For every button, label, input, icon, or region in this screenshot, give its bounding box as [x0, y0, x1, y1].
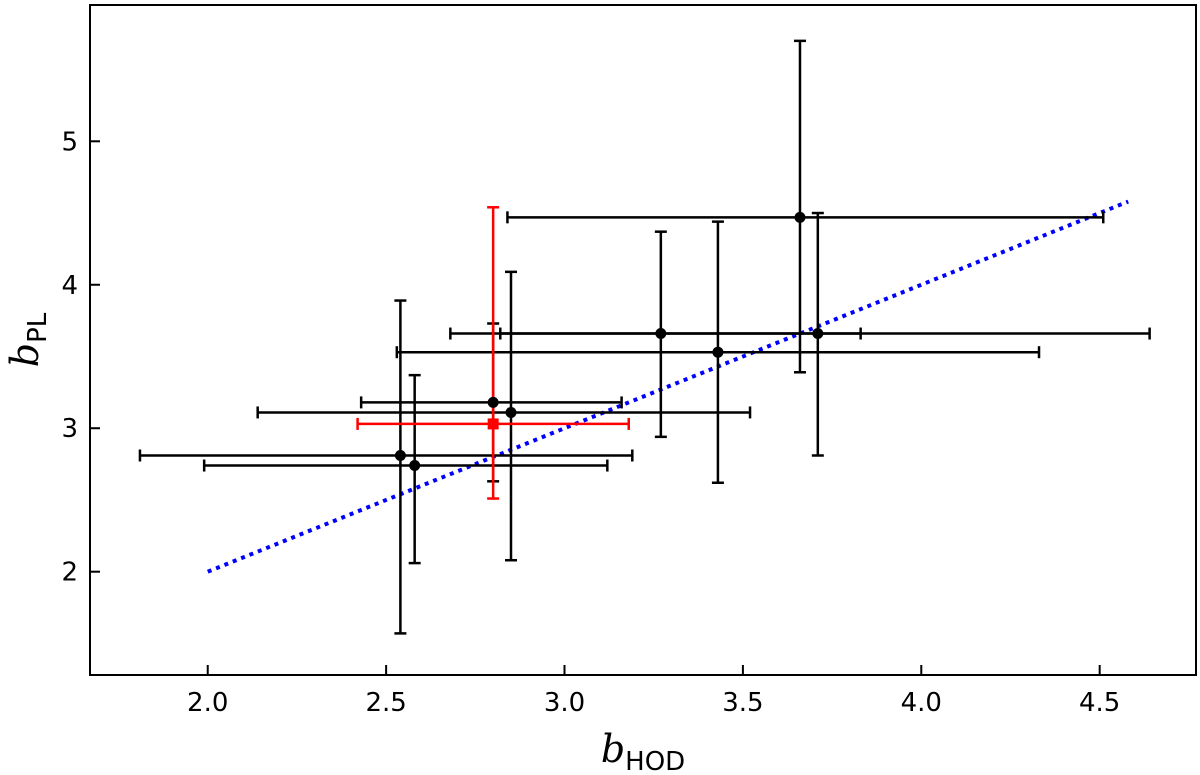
y-tick-label: 4 — [61, 271, 78, 301]
x-tick-label: 3.5 — [722, 688, 763, 718]
samples-errorbar — [506, 39, 1105, 374]
x-axis-label-main: b — [601, 727, 625, 771]
samples-marker — [655, 328, 667, 340]
x-tick-label: 4.0 — [901, 688, 942, 718]
y-tick-label: 2 — [61, 558, 78, 588]
markers-group — [394, 211, 824, 472]
mean-marker — [487, 418, 499, 430]
y-tick-label: 3 — [61, 414, 78, 444]
plot-frame — [89, 4, 1197, 676]
y-axis-label-main: b — [3, 343, 47, 367]
x-tick-label: 2.5 — [365, 688, 406, 718]
x-axis-label-sub: HOD — [625, 747, 685, 775]
x-tick-label: 3.0 — [544, 688, 585, 718]
fit-line-group — [206, 199, 1129, 574]
samples-errorbar — [256, 270, 752, 562]
samples-marker — [487, 396, 499, 408]
samples-marker — [409, 460, 421, 472]
x-tick-label: 2.0 — [187, 688, 228, 718]
samples-marker — [794, 211, 806, 223]
errorbars-group — [138, 39, 1151, 635]
x-tick-label: 4.5 — [1079, 688, 1120, 718]
y-tick-label: 5 — [61, 127, 78, 157]
y-axis-label-sub: PL — [23, 312, 53, 343]
samples-marker — [505, 406, 517, 418]
samples-marker — [712, 346, 724, 358]
ticks: 2.0 2.5 3.0 3.5 4.0 4.5 2 3 4 5 — [61, 127, 1120, 718]
samples-marker — [812, 328, 824, 340]
x-axis-label: bHOD — [601, 727, 685, 775]
samples-errorbar — [499, 211, 1151, 457]
samples-errorbar — [138, 299, 634, 635]
fit-line — [206, 199, 1129, 574]
y-axis-label: bPL — [3, 312, 53, 367]
samples-marker — [394, 449, 406, 461]
